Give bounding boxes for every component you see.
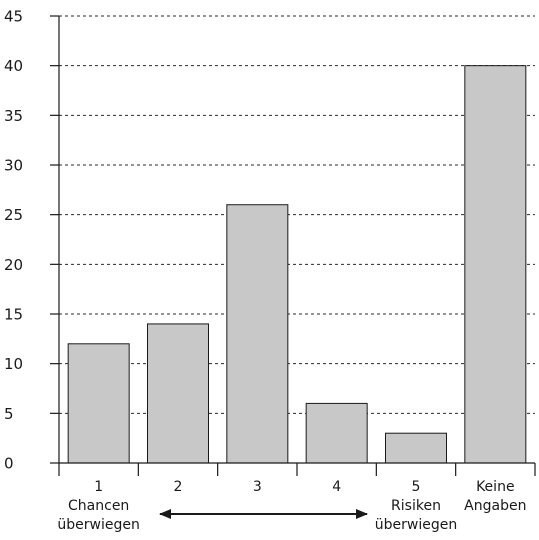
x-tick-label: Risiken: [391, 498, 441, 514]
bar: [67, 343, 130, 464]
bars: [67, 65, 527, 464]
y-tick-label: 5: [4, 405, 14, 423]
bar: [226, 204, 289, 464]
y-tick-label: 10: [4, 355, 23, 373]
gridlines: [59, 15, 535, 414]
x-tick-label: Angaben: [464, 498, 526, 514]
bar: [305, 402, 368, 464]
x-tick-label: 2: [174, 479, 183, 495]
x-tick-label: Keine: [476, 479, 514, 495]
y-tick-label: 40: [4, 57, 23, 75]
y-tick-label: 30: [4, 157, 23, 175]
bar: [464, 65, 527, 464]
y-tick-label: 35: [4, 107, 23, 125]
x-tick-label: Chancen: [68, 498, 129, 514]
y-tick-label: 45: [4, 8, 23, 26]
x-tick-label: 4: [332, 479, 341, 495]
axes: [50, 15, 536, 476]
y-tick-label: 25: [4, 206, 23, 224]
x-tick-label: 5: [412, 479, 421, 495]
bar: [385, 432, 447, 464]
y-tick-label: 20: [4, 256, 23, 274]
x-tick-label: 3: [253, 479, 262, 495]
x-tick-label: überwiegen: [375, 517, 457, 533]
x-tick-label: überwiegen: [57, 517, 139, 533]
y-tick-label: 15: [4, 306, 23, 324]
x-tick-label: 1: [94, 479, 103, 495]
bar: [147, 323, 209, 464]
y-tick-label: 0: [4, 455, 14, 473]
